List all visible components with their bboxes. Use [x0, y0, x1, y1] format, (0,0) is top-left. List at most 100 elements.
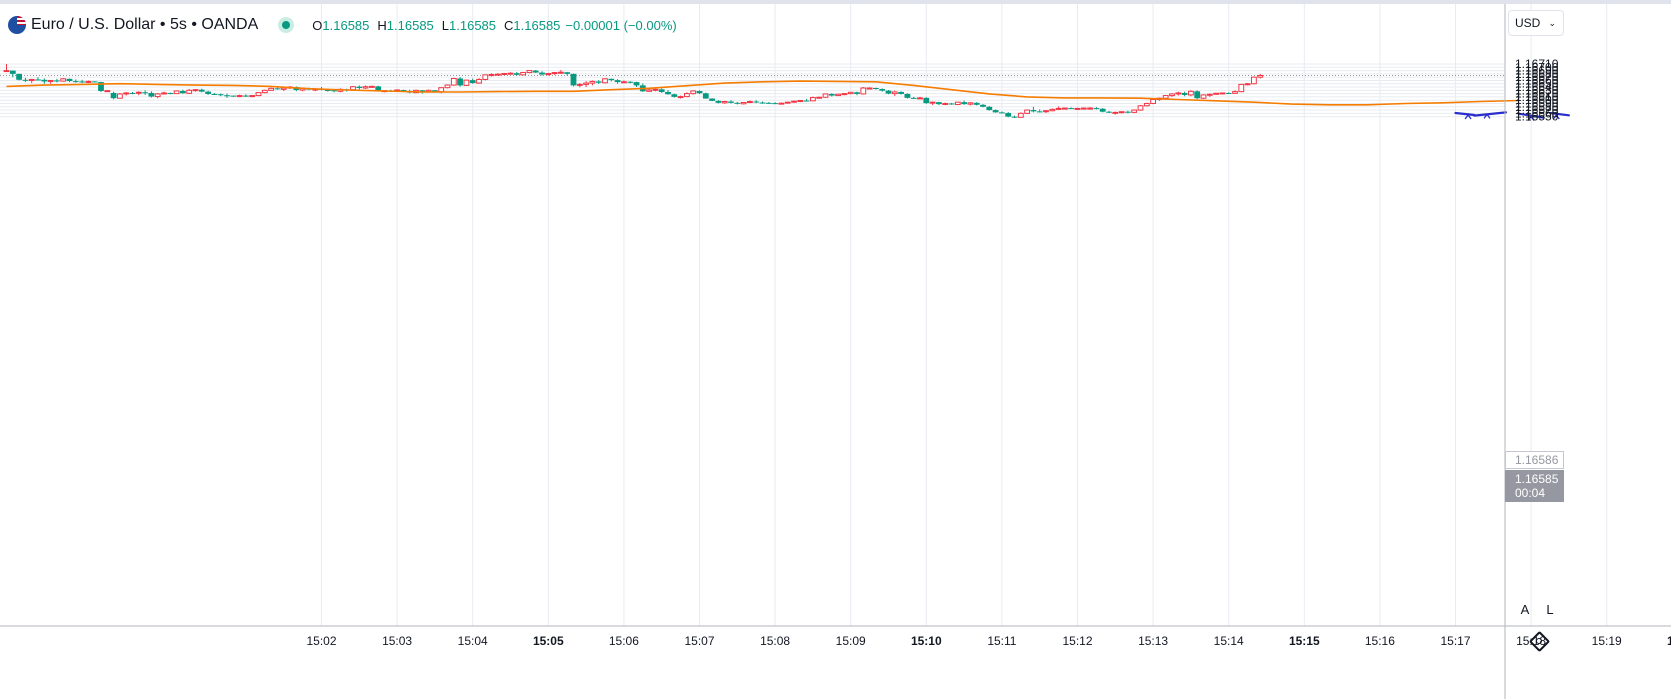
candle-body	[1150, 99, 1156, 104]
candle	[715, 100, 722, 104]
candle	[898, 91, 904, 95]
candle-body	[721, 101, 728, 104]
price-tick-label: 1.16600	[1515, 93, 1559, 107]
candle-body	[135, 91, 142, 94]
candle	[1131, 109, 1138, 114]
candle-body	[551, 72, 558, 75]
candle-body	[627, 81, 634, 83]
candle-body	[980, 104, 986, 107]
candle	[16, 73, 22, 81]
candle	[1225, 92, 1232, 94]
candle	[60, 78, 67, 82]
annotation-trend-line	[1473, 111, 1508, 117]
candle	[810, 96, 816, 102]
currency-label: USD	[1515, 16, 1541, 30]
candle-body	[211, 93, 218, 95]
candle-body	[513, 73, 520, 75]
candle-body	[854, 92, 860, 94]
candle-body	[1099, 108, 1106, 112]
candle	[1200, 94, 1207, 99]
candle-body	[967, 102, 974, 105]
auto-scale-button[interactable]: A	[1520, 601, 1530, 617]
candle	[142, 90, 148, 95]
candle	[154, 92, 161, 99]
candle-body	[488, 74, 495, 77]
open-value: 1.16585	[322, 17, 370, 33]
candle-body	[614, 80, 621, 83]
candle-body	[589, 80, 596, 84]
candle-body	[54, 80, 60, 82]
candle-body	[1194, 91, 1201, 99]
time-axis[interactable]: 15:02 15:03 15:04 15:05 15:06 15:07 15:08 15:09…	[306, 634, 1671, 648]
candle-body	[432, 90, 438, 92]
candle-body	[205, 91, 211, 94]
candle-body	[873, 88, 879, 90]
candle	[198, 88, 205, 93]
candle-body	[1055, 107, 1062, 110]
candle	[847, 91, 854, 95]
currency-selector[interactable]: USD ⌄	[1508, 10, 1564, 36]
candle-body	[923, 97, 930, 104]
candle-body	[1213, 92, 1219, 95]
candle-body	[261, 89, 268, 94]
candle	[904, 93, 911, 99]
candle	[1169, 93, 1175, 97]
candle-body	[532, 70, 539, 73]
candle	[1213, 92, 1219, 95]
candle	[879, 88, 886, 92]
candle-body	[961, 102, 967, 105]
candle	[104, 90, 111, 93]
candle-body	[891, 91, 898, 95]
candle-body	[117, 93, 123, 99]
candle-body	[904, 93, 911, 98]
low-value: 1.16585	[449, 17, 497, 33]
candle-body	[1137, 105, 1144, 111]
candle	[280, 87, 287, 91]
candle	[1251, 76, 1257, 85]
time-tick-label: 15:16	[1365, 634, 1395, 648]
price-axis[interactable]: 1.165501.165601.165701.165801.165901.166…	[1515, 57, 1559, 124]
candle	[677, 95, 684, 99]
candle	[28, 78, 35, 84]
candle-body	[198, 89, 205, 92]
candle-body	[866, 87, 873, 90]
candle	[1244, 83, 1251, 86]
candle	[1099, 108, 1106, 113]
candle-body	[476, 78, 482, 84]
candle	[1068, 107, 1075, 110]
candle	[1005, 112, 1012, 118]
chart-settings-gear-icon[interactable]	[1528, 630, 1550, 652]
price-tick-label: 1.16610	[1515, 90, 1559, 104]
candle	[721, 100, 728, 104]
candle-body	[1112, 111, 1119, 114]
candle	[362, 85, 369, 90]
candle-body	[1068, 108, 1075, 110]
candle	[1017, 112, 1024, 118]
candle	[627, 81, 634, 84]
candle	[1238, 83, 1245, 93]
candle-body	[230, 95, 237, 97]
candle-body	[419, 90, 426, 92]
candle	[734, 101, 741, 105]
candle-body	[1036, 111, 1043, 113]
candle	[47, 79, 54, 84]
log-scale-button[interactable]: L	[1546, 601, 1554, 617]
candle	[1024, 109, 1030, 115]
price-tick-label: 1.16630	[1515, 83, 1559, 97]
candle	[1074, 107, 1081, 110]
candle-body	[1131, 109, 1138, 113]
candle-body	[791, 100, 797, 103]
candle	[929, 101, 936, 106]
candle-body	[1093, 108, 1100, 110]
candle-body	[1244, 83, 1251, 86]
price-tick-label: 1.16580	[1515, 100, 1559, 114]
symbol-legend: Euro / U.S. Dollar • 5s • OANDA O 1.16585…	[8, 14, 677, 36]
market-open-status-icon[interactable]	[278, 17, 295, 33]
symbol-title[interactable]: Euro / U.S. Dollar • 5s • OANDA	[31, 16, 259, 33]
candle-body	[173, 90, 180, 95]
candle	[753, 100, 760, 104]
candle-body	[85, 80, 92, 83]
candle-body	[280, 87, 287, 90]
annotation-arrow-head	[1483, 113, 1491, 119]
